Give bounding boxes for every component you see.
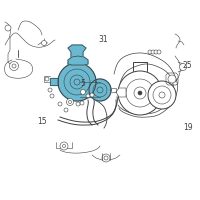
Circle shape — [138, 91, 142, 95]
Circle shape — [90, 93, 94, 97]
Circle shape — [5, 25, 11, 31]
Circle shape — [62, 144, 66, 148]
Circle shape — [148, 50, 152, 54]
Circle shape — [118, 71, 162, 115]
Text: 5: 5 — [81, 78, 85, 88]
Text: 15: 15 — [37, 117, 47, 127]
Circle shape — [68, 100, 72, 104]
Circle shape — [168, 75, 176, 83]
Polygon shape — [68, 45, 86, 65]
Circle shape — [42, 40, 46, 46]
Circle shape — [12, 64, 16, 68]
Circle shape — [126, 79, 154, 107]
Circle shape — [64, 108, 68, 112]
Text: 19: 19 — [183, 122, 193, 132]
Polygon shape — [58, 63, 96, 101]
Circle shape — [154, 50, 158, 54]
Circle shape — [74, 79, 80, 85]
Circle shape — [151, 50, 155, 54]
Circle shape — [80, 90, 86, 95]
Circle shape — [45, 77, 49, 81]
Circle shape — [153, 86, 171, 104]
Circle shape — [58, 102, 62, 106]
Circle shape — [159, 92, 165, 98]
Circle shape — [76, 102, 80, 106]
Circle shape — [60, 142, 68, 150]
Polygon shape — [80, 82, 100, 97]
Polygon shape — [116, 88, 126, 97]
Text: 31: 31 — [98, 34, 108, 44]
Circle shape — [157, 50, 161, 54]
Text: 25: 25 — [182, 60, 192, 70]
Circle shape — [134, 87, 146, 99]
Circle shape — [80, 101, 84, 105]
Circle shape — [180, 64, 186, 71]
Circle shape — [50, 94, 54, 98]
Circle shape — [66, 98, 74, 106]
Circle shape — [48, 88, 52, 92]
Circle shape — [10, 62, 18, 71]
Circle shape — [102, 154, 110, 162]
Circle shape — [148, 81, 176, 109]
Polygon shape — [89, 79, 111, 101]
Polygon shape — [50, 78, 58, 85]
Circle shape — [104, 156, 108, 160]
Circle shape — [86, 94, 90, 98]
Polygon shape — [68, 56, 88, 65]
Circle shape — [97, 87, 103, 93]
